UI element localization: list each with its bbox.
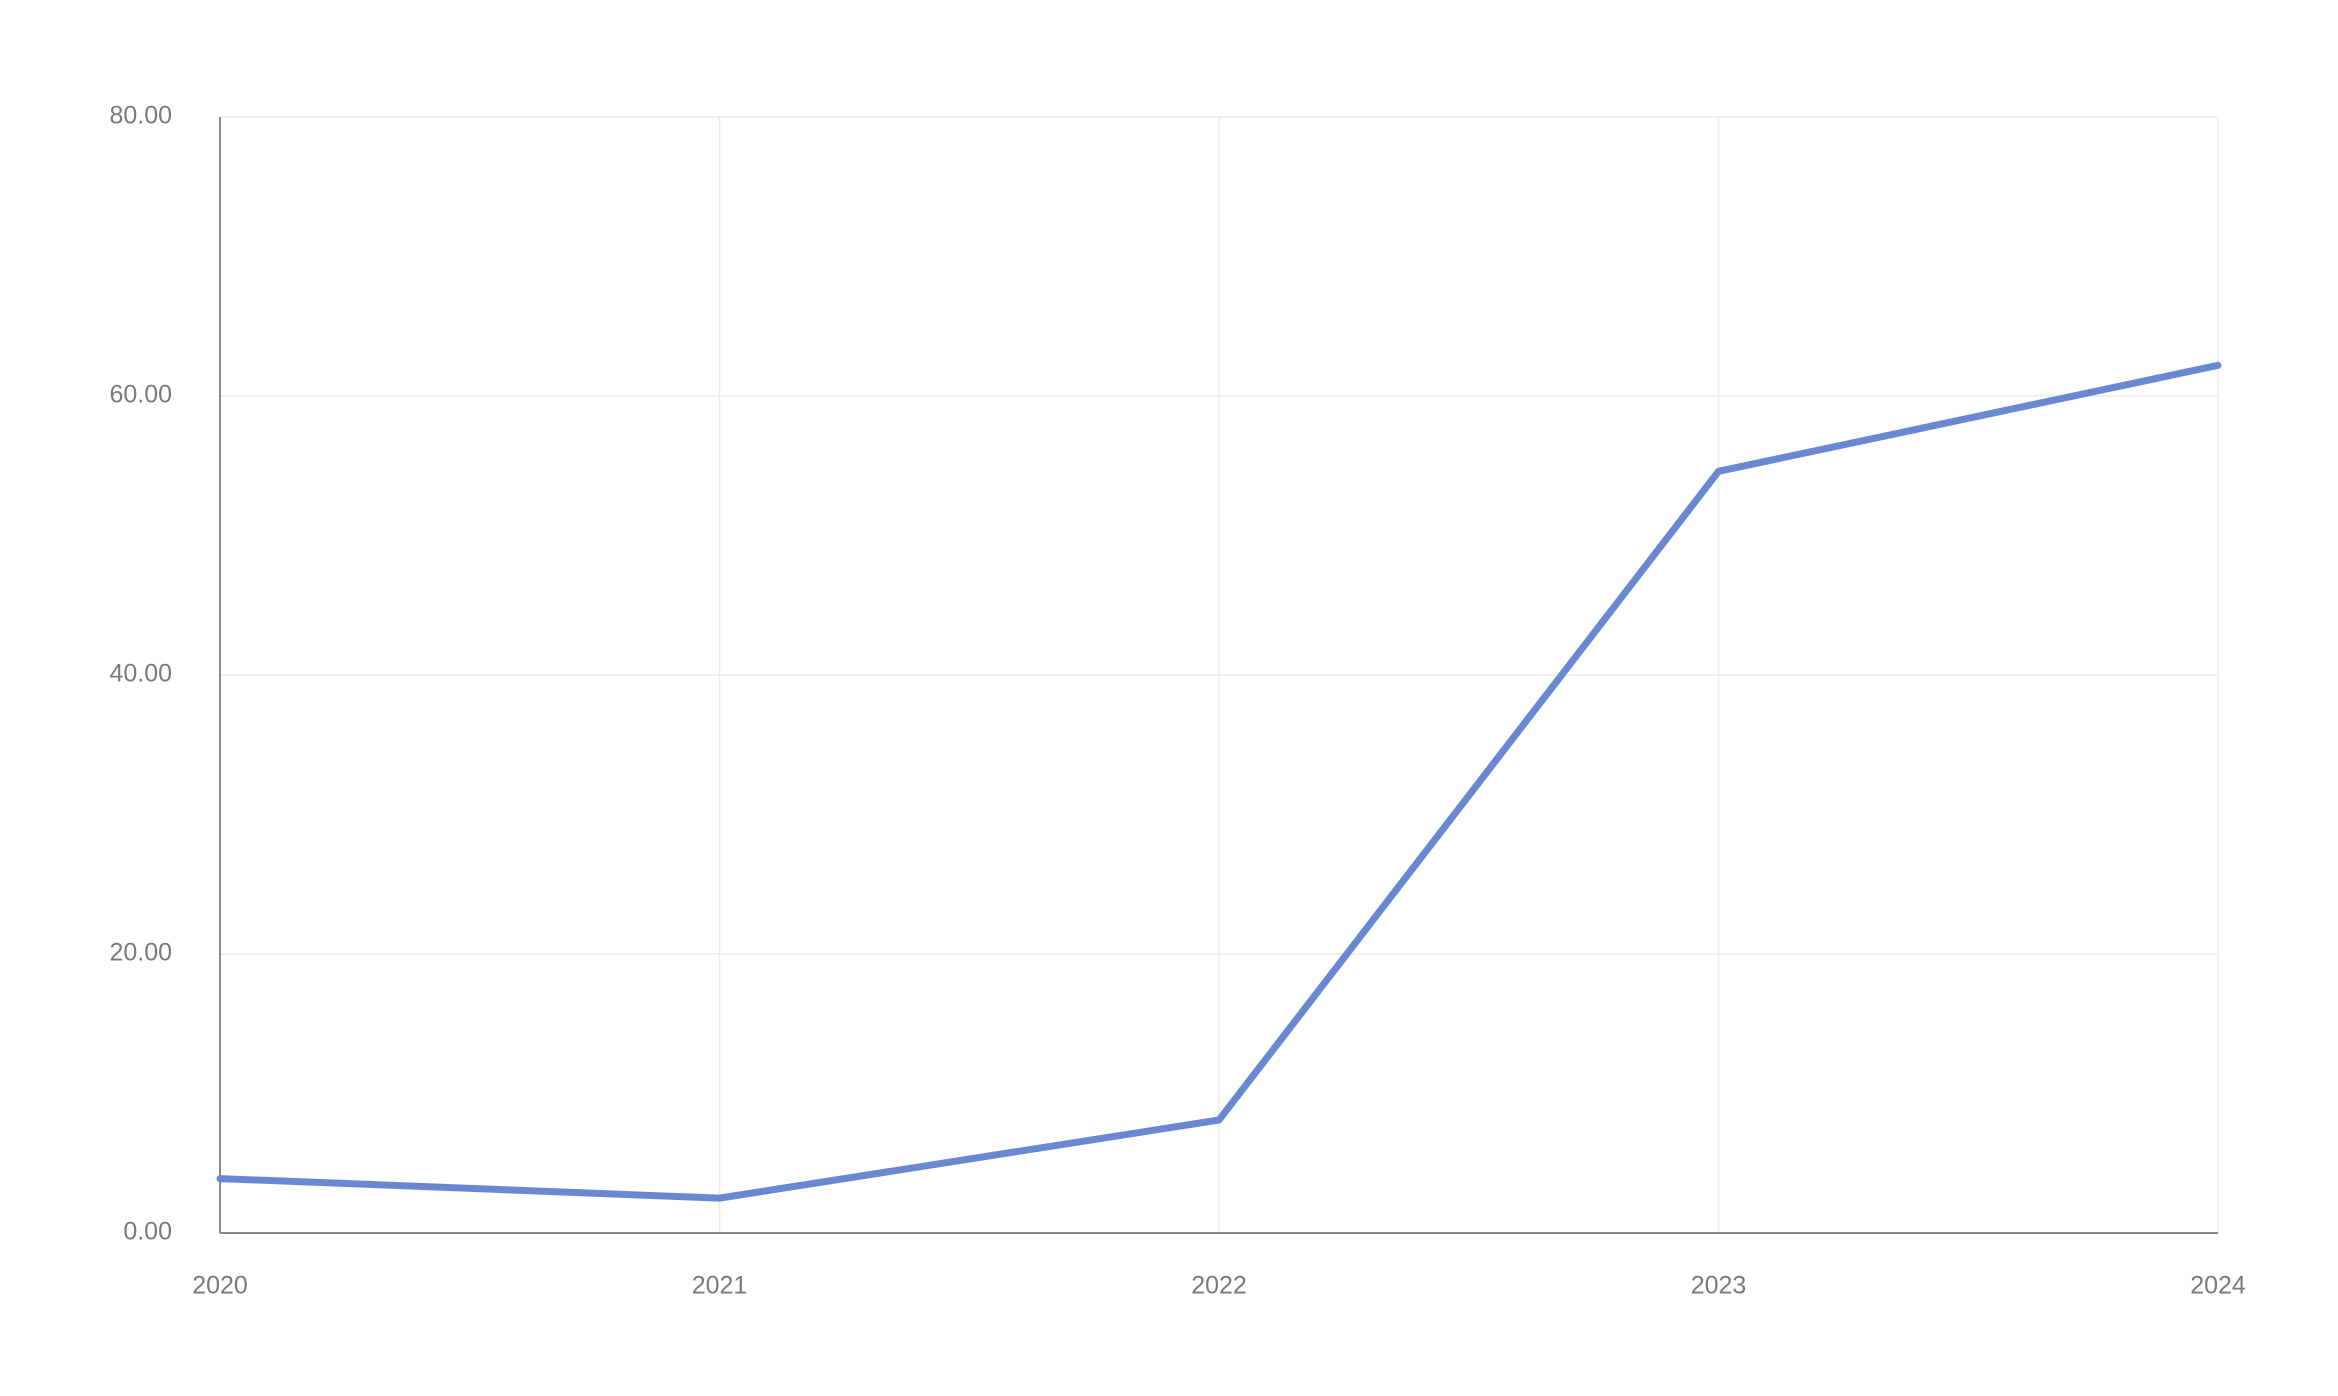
x-tick-label: 2020 [192,1272,248,1300]
x-tick-label: 2023 [1691,1272,1747,1300]
x-tick-label: 2022 [1191,1272,1247,1300]
x-tick-label: 2021 [692,1272,748,1300]
y-tick-label: 80.00 [109,102,172,130]
y-tick-label: 60.00 [109,381,172,409]
line-series [216,361,2222,1202]
y-tick-label: 20.00 [109,939,172,967]
y-tick-label: 40.00 [109,660,172,688]
y-tick-label: 0.00 [123,1218,172,1246]
x-tick-label: 2024 [2190,1272,2246,1300]
